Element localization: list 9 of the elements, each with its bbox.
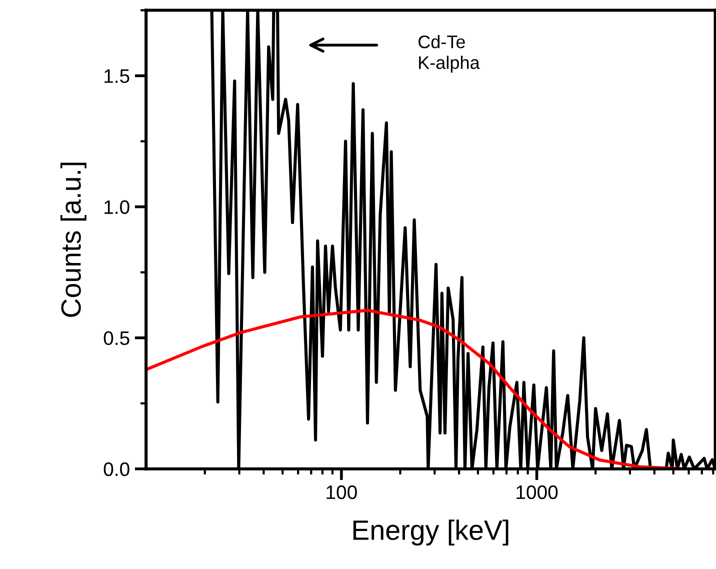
- x-axis-title: Energy [keV]: [353, 520, 508, 546]
- annotation: Cd-Te K-alpha: [418, 35, 480, 73]
- y-tick-label: 1.5: [104, 69, 130, 83]
- y-axis-title: Counts [a.u.]: [60, 162, 86, 317]
- y-tick-label: 0.0: [104, 462, 130, 476]
- x-tick-label: 100: [326, 485, 357, 500]
- y-tick-label: 1.0: [104, 200, 130, 214]
- y-tick-label: 0.5: [104, 331, 130, 346]
- x-tick-label: 1000: [516, 485, 558, 500]
